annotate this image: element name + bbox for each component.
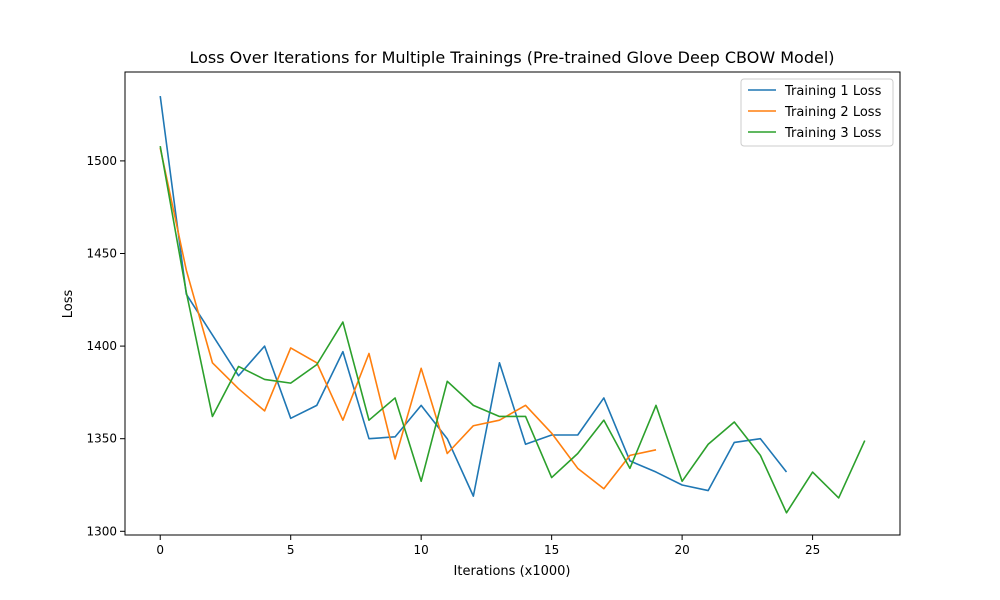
series-line-training-1 — [159, 95, 788, 497]
y-tick-label: 1350 — [86, 432, 117, 446]
x-axis-label: Iterations (x1000) — [454, 564, 571, 579]
legend-label-training-1: Training 1 Loss — [784, 84, 882, 99]
x-tick-label: 10 — [414, 543, 429, 557]
series-layer — [159, 95, 866, 514]
x-tick-label: 25 — [805, 543, 820, 557]
y-axis-ticks: 1300 1350 1400 1450 1500 — [86, 154, 125, 538]
y-tick-label: 1450 — [86, 246, 117, 260]
plot-area-frame — [124, 71, 901, 536]
series-line-training-2 — [159, 147, 657, 490]
x-tick-label: 5 — [287, 543, 295, 557]
y-tick-label: 1500 — [86, 154, 117, 168]
y-tick-label: 1400 — [86, 339, 117, 353]
y-tick-label: 1300 — [86, 524, 117, 538]
series-line-training-3 — [159, 145, 866, 514]
legend: Training 1 Loss Training 2 Loss Training 3… — [740, 78, 894, 147]
x-axis-ticks: 0 5 10 15 20 25 — [156, 535, 820, 557]
x-tick-label: 20 — [674, 543, 689, 557]
chart-title: Loss Over Iterations for Multiple Traini… — [189, 48, 834, 67]
legend-label-training-3: Training 3 Loss — [784, 126, 882, 141]
y-axis-label: Loss — [61, 290, 76, 319]
legend-frame — [740, 78, 894, 147]
legend-label-training-2: Training 2 Loss — [784, 105, 882, 120]
x-tick-label: 15 — [544, 543, 559, 557]
x-tick-label: 0 — [156, 543, 164, 557]
legend-items: Training 1 Loss Training 2 Loss Training 3… — [748, 84, 882, 141]
